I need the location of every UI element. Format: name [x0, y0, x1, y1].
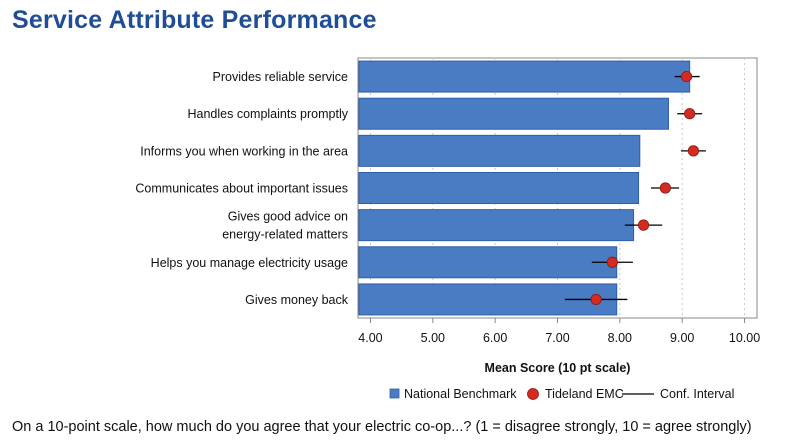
x-tick-label: 10.00 [729, 331, 760, 345]
x-tick-label: 4.00 [358, 331, 382, 345]
benchmark-bar [358, 134, 641, 167]
category-label: Gives money back [245, 293, 349, 307]
benchmark-bar [358, 97, 669, 130]
category-label: Provides reliable service [213, 70, 349, 84]
category-label: Communicates about important issues [135, 182, 348, 196]
x-tick-label: 8.00 [608, 331, 632, 345]
category-label: Handles complaints promptly [188, 107, 349, 121]
legend-tideland-label: Tideland EMC [545, 387, 624, 401]
category-label: Gives good advice on [228, 210, 348, 224]
category-label: Helps you manage electricity usage [151, 256, 348, 270]
x-tick-label: 6.00 [483, 331, 507, 345]
benchmark-bar [358, 172, 640, 204]
chart-title: Service Attribute Performance [12, 6, 377, 34]
x-tick-label: 7.00 [545, 331, 569, 345]
legend-ci-label: Conf. Interval [660, 387, 734, 401]
tideland-point [687, 145, 700, 157]
tideland-point [606, 256, 618, 268]
tideland-point [680, 70, 693, 83]
category-label: energy-related matters [222, 228, 348, 242]
legend-benchmark-label: National Benchmark [404, 387, 517, 401]
x-axis-label: Mean Score (10 pt scale) [485, 361, 631, 375]
x-tick-label: 9.00 [670, 331, 694, 345]
chart-container: Provides reliable service Handles complai… [135, 57, 760, 401]
category-label: Informs you when working in the area [140, 144, 348, 158]
x-tick-label: 5.00 [421, 331, 445, 345]
tideland-point [637, 219, 650, 231]
survey-question-footnote: On a 10-point scale, how much do you agr… [12, 419, 752, 435]
legend-benchmark-swatch [389, 388, 400, 399]
tideland-point [684, 108, 696, 120]
benchmark-bar [358, 209, 635, 242]
benchmark-bar [358, 60, 691, 93]
tideland-point [659, 182, 671, 194]
benchmark-bar [358, 246, 618, 279]
legend-tideland-marker [527, 388, 539, 400]
bar-chart: Provides reliable service Handles complai… [135, 57, 760, 401]
tideland-point [590, 293, 602, 306]
